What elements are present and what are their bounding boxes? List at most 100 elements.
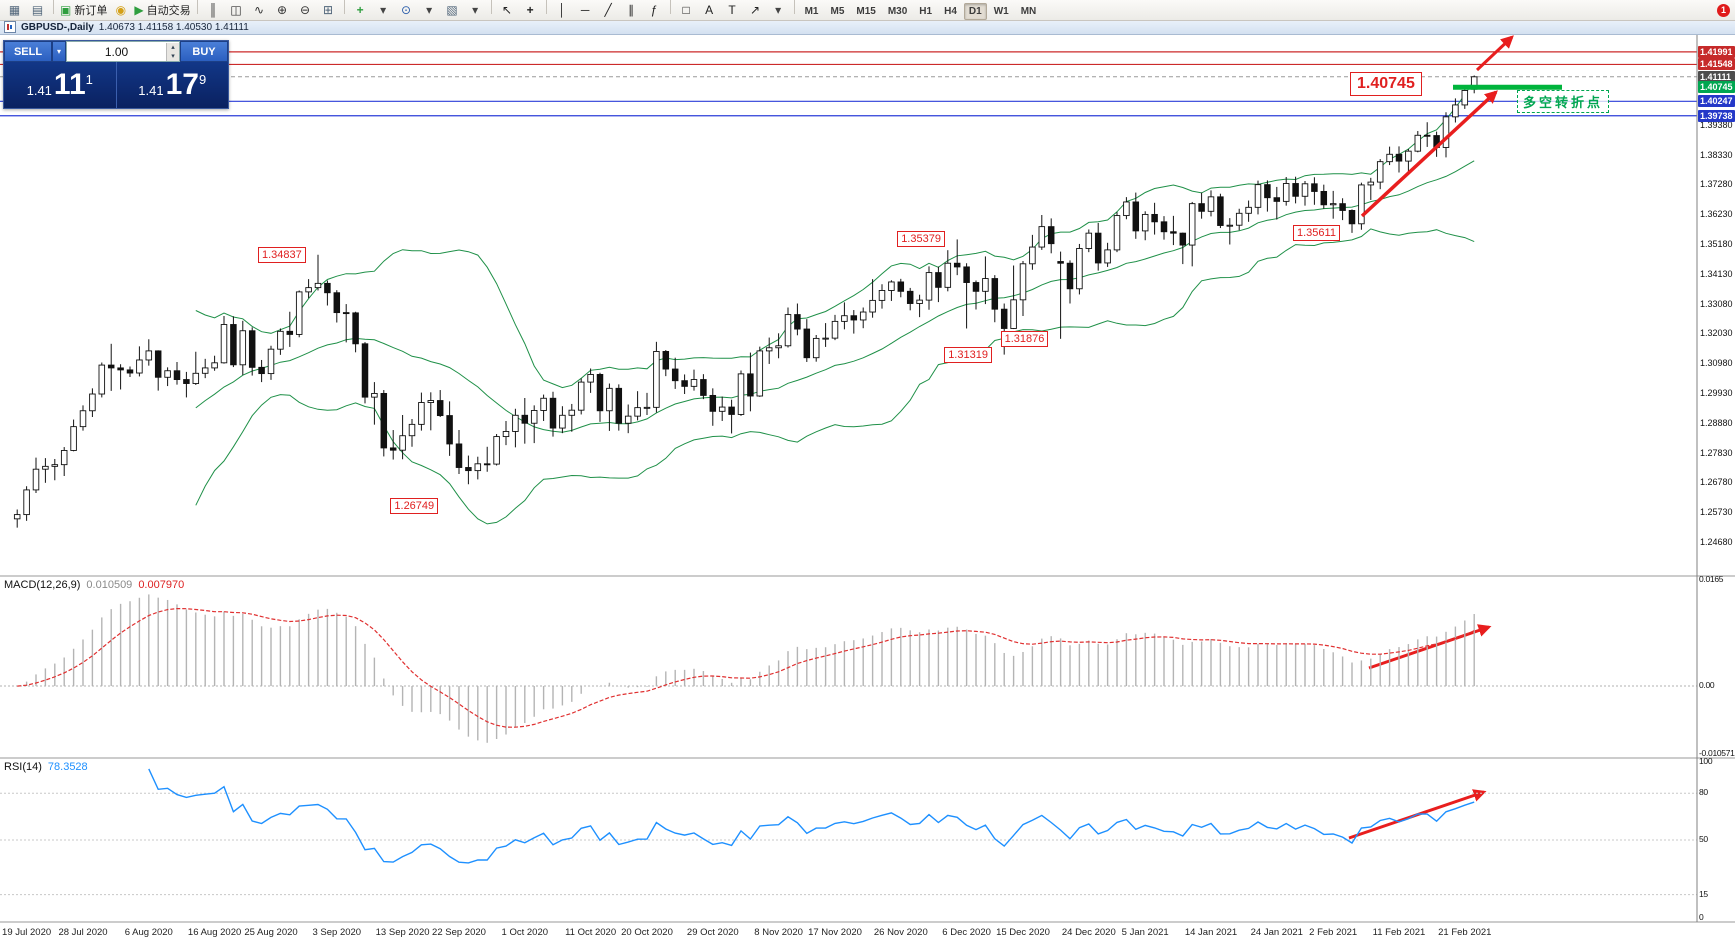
price-tick: 1.25730 — [1700, 507, 1733, 518]
indicators-dropdown-button[interactable]: ▾ — [373, 1, 394, 20]
price-annotation: 1.35379 — [897, 231, 945, 248]
timeframe-buttons: M1 M5 M15 M30 H1 H4 D1 W1 MN — [799, 1, 1043, 20]
timeframe-h1[interactable]: H1 — [919, 6, 933, 17]
date-label: 2 Feb 2021 — [1309, 927, 1358, 938]
autotrading-icon: ▶ — [134, 3, 144, 18]
templates-dropdown-button[interactable]: ▾ — [465, 1, 486, 20]
price-tick: 1.27830 — [1700, 447, 1733, 458]
timeframe-m5[interactable]: M5 — [830, 6, 845, 17]
rsi-scale-tick: 0 — [1699, 912, 1704, 922]
toolbar-separator — [545, 0, 547, 15]
indicators-button[interactable]: + — [350, 1, 371, 20]
timeframe-m1[interactable]: M1 — [804, 6, 819, 17]
new-chart-button[interactable]: ▦ — [4, 1, 25, 20]
toolbar-separator — [490, 0, 492, 15]
deposit-icon: ◉ — [115, 3, 127, 18]
arrows-dropdown-button[interactable]: ▾ — [768, 1, 789, 20]
periods-dropdown-icon: ▾ — [426, 3, 433, 18]
channel-button[interactable]: ∥ — [621, 1, 642, 20]
volume-stepper: ▴ ▾ — [166, 42, 179, 61]
trend-arrow — [1360, 90, 1498, 218]
volume-value[interactable]: 1.00 — [104, 44, 129, 59]
trade-panel-dropdown[interactable]: ▾ — [52, 41, 66, 62]
timeframe-mn[interactable]: MN — [1020, 6, 1037, 17]
date-label: 1 Oct 2020 — [501, 927, 549, 938]
main-chart-pane[interactable] — [0, 51, 1697, 117]
candlestick-chart-button[interactable]: ◫ — [226, 1, 247, 20]
profiles-button[interactable]: ▤ — [27, 1, 48, 20]
rsi-pane[interactable] — [0, 768, 1697, 896]
tile-windows-button[interactable]: ⊞ — [318, 1, 339, 20]
volume-down-button[interactable]: ▾ — [167, 51, 179, 61]
timeframe-d1[interactable]: D1 — [963, 3, 987, 20]
chart-icon — [4, 21, 16, 33]
templates-button[interactable]: ▧ — [442, 1, 463, 20]
vertical-line-button[interactable]: │ — [552, 1, 573, 20]
fibonacci-button[interactable]: ƒ — [644, 1, 665, 20]
date-label: 25 Aug 2020 — [244, 927, 298, 938]
date-label: 26 Nov 2020 — [873, 927, 928, 938]
volume-field[interactable]: 1.00 ▴ ▾ — [66, 41, 180, 62]
chevron-down-icon: ▾ — [56, 47, 61, 56]
zoom-in-button[interactable]: ⊕ — [272, 1, 293, 20]
ask-price[interactable]: 1.41 17 9 — [117, 62, 229, 108]
price-tick: 1.37280 — [1700, 179, 1733, 190]
crosshair-button[interactable]: + — [520, 1, 541, 20]
price-tick: 1.36230 — [1700, 209, 1733, 220]
date-label: 16 Aug 2020 — [187, 927, 242, 938]
price-annotation: 1.31876 — [1000, 330, 1049, 347]
toolbar-separator — [343, 0, 345, 15]
autotrading-button[interactable]: ▶ 自动交易 — [133, 1, 191, 20]
price-tick: 1.33080 — [1700, 298, 1733, 309]
buy-button[interactable]: BUY — [180, 41, 228, 62]
trendline-icon: ╱ — [604, 3, 612, 18]
deposit-button[interactable]: ◉ — [110, 1, 131, 20]
trendline-button[interactable]: ╱ — [598, 1, 619, 20]
macd-signal-line — [17, 607, 1475, 728]
timeframe-w1[interactable]: W1 — [993, 6, 1009, 17]
bar-chart-button[interactable]: ║ — [203, 1, 224, 20]
periods-button[interactable]: ⊙ — [396, 1, 417, 20]
timeframe-m15[interactable]: M15 — [856, 6, 876, 17]
line-chart-button[interactable]: ∿ — [249, 1, 270, 20]
price-annotation: 1.26749 — [390, 498, 439, 515]
bid-sup-digit: 1 — [85, 71, 93, 87]
new-order-button[interactable]: ▣ 新订单 — [59, 1, 108, 20]
zoom-out-button[interactable]: ⊖ — [295, 1, 316, 20]
horizontal-line-button[interactable]: ─ — [575, 1, 596, 20]
macd-scale-tick: -0.010571 — [1699, 748, 1735, 758]
rsi-scale-tick: 80 — [1699, 787, 1708, 798]
arrows-button[interactable]: ↗ — [745, 1, 766, 20]
periods-dropdown-button[interactable]: ▾ — [419, 1, 440, 20]
timeframe-m30[interactable]: M30 — [887, 6, 908, 17]
price-annotation: 1.34837 — [258, 246, 306, 263]
date-label: 14 Jan 2021 — [1184, 927, 1238, 938]
sell-button[interactable]: SELL — [4, 41, 52, 62]
price-tick: 1.29930 — [1700, 388, 1733, 398]
notification-badge[interactable]: 1 — [1717, 3, 1730, 17]
periods-icon: ⊙ — [401, 3, 412, 18]
price-tick: 1.38330 — [1700, 149, 1733, 160]
volume-up-button[interactable]: ▴ — [167, 42, 179, 52]
date-label: 8 Nov 2020 — [754, 927, 803, 938]
macd-pane[interactable] — [0, 594, 1697, 743]
chart-window-titlebar[interactable]: GBPUSD-,Daily 1.40673 1.41158 1.40530 1.… — [0, 20, 1735, 35]
label-button[interactable]: T — [722, 1, 743, 20]
ask-sup-digit: 9 — [198, 71, 207, 87]
candlestick-chart-icon: ◫ — [230, 3, 242, 18]
rsi-label: RSI(14) — [4, 761, 42, 773]
cursor-button[interactable]: ↖ — [497, 1, 518, 20]
macd-scale-tick: 0.0165 — [1699, 574, 1724, 584]
bid-price[interactable]: 1.41 11 1 — [4, 62, 116, 108]
channel-icon: ∥ — [628, 3, 635, 18]
timeframe-h4[interactable]: H4 — [944, 6, 957, 17]
rsi-header: RSI(14) 78.3528 — [4, 761, 88, 773]
text-button[interactable]: A — [699, 1, 720, 20]
date-label: 5 Jan 2021 — [1121, 927, 1169, 938]
date-label: 19 Jul 2020 — [2, 927, 52, 938]
shapes-button[interactable]: □ — [676, 1, 697, 20]
price-tick: 1.34130 — [1700, 268, 1733, 279]
